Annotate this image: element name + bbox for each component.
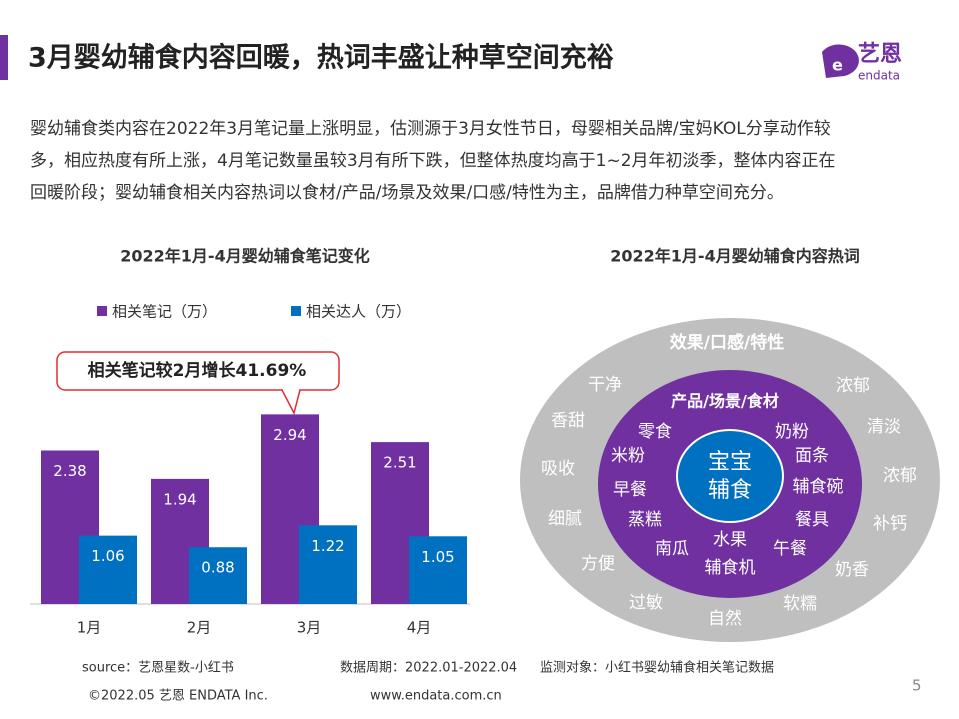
logo-mark: e bbox=[832, 56, 843, 75]
footer-source: source：艺恩星数-小红书 bbox=[82, 660, 234, 676]
page-number: 5 bbox=[912, 677, 922, 695]
outer-word: 软糯 bbox=[783, 594, 817, 614]
legend-label: 相关笔记（万） bbox=[112, 303, 217, 321]
x-tick-label: 4月 bbox=[407, 619, 432, 637]
inner-label: 产品/场景/食材 bbox=[671, 392, 779, 411]
outer-word: 补钙 bbox=[873, 514, 907, 534]
inner-word: 奶粉 bbox=[775, 422, 809, 442]
bar bbox=[79, 535, 137, 604]
value-label: 1.94 bbox=[163, 490, 196, 508]
title-bar bbox=[0, 35, 8, 80]
inner-word: 餐具 bbox=[795, 510, 829, 530]
x-tick-label: 2月 bbox=[187, 619, 212, 637]
logo-sub: endata bbox=[858, 69, 900, 83]
legend-swatch bbox=[97, 306, 107, 316]
outer-word: 自然 bbox=[708, 609, 742, 629]
paragraph-line: 婴幼辅食类内容在2022年3月笔记量上涨明显，估测源于3月女性节日，母婴相关品牌… bbox=[30, 119, 831, 139]
value-label: 2.38 bbox=[53, 462, 86, 480]
x-tick-label: 3月 bbox=[297, 619, 322, 637]
inner-word: 辅食碗 bbox=[793, 477, 844, 497]
inner-word: 水果 bbox=[713, 530, 747, 550]
legend-label: 相关达人（万） bbox=[306, 303, 411, 321]
inner-word: 蒸糕 bbox=[628, 510, 662, 530]
footer-target: 监测对象：小红书婴幼辅食相关笔记数据 bbox=[540, 660, 774, 676]
outer-word: 清淡 bbox=[867, 417, 901, 437]
slide-title: 3月婴幼辅食内容回暖，热词丰盛让种草空间充裕 bbox=[28, 42, 614, 74]
logo-icon bbox=[822, 44, 859, 78]
value-label: 1.05 bbox=[421, 548, 454, 566]
inner-word: 面条 bbox=[795, 446, 829, 466]
footer-url: www.endata.com.cn bbox=[370, 689, 502, 704]
outer-word: 浓郁 bbox=[883, 466, 917, 486]
outer-word: 细腻 bbox=[548, 509, 582, 529]
paragraph-line: 多，相应热度有所上涨，4月笔记数量虽较3月有所下跌，但整体热度均高于1~2月年初… bbox=[30, 151, 836, 171]
outer-word: 干净 bbox=[588, 375, 622, 395]
outer-word: 方便 bbox=[581, 554, 615, 574]
outer-word: 奶香 bbox=[835, 560, 869, 580]
bar bbox=[299, 525, 357, 604]
outer-word: 吸收 bbox=[541, 459, 575, 479]
inner-word: 辅食机 bbox=[705, 558, 756, 578]
inner-word: 南瓜 bbox=[655, 539, 689, 559]
callout-pointer bbox=[281, 389, 301, 416]
cloud-title: 2022年1月-4月婴幼辅食内容热词 bbox=[610, 247, 859, 266]
outer-label: 效果/口感/特性 bbox=[670, 332, 784, 353]
inner-word: 早餐 bbox=[613, 480, 647, 500]
chart-title: 2022年1月-4月婴幼辅食笔记变化 bbox=[120, 247, 369, 266]
center-circle bbox=[676, 429, 784, 523]
center-word: 宝宝 bbox=[708, 450, 752, 475]
x-tick-label: 1月 bbox=[77, 619, 102, 637]
value-label: 1.06 bbox=[91, 547, 124, 565]
callout-box bbox=[56, 351, 340, 391]
value-label: 1.22 bbox=[311, 537, 344, 555]
bar bbox=[189, 547, 247, 604]
outer-word: 过敏 bbox=[629, 593, 663, 613]
inner-word: 米粉 bbox=[611, 446, 645, 466]
inner-word: 午餐 bbox=[773, 539, 807, 559]
value-label: 2.51 bbox=[383, 454, 416, 472]
footer-period: 数据周期：2022.01-2022.04 bbox=[340, 661, 517, 676]
outer-word: 香甜 bbox=[551, 411, 585, 431]
value-label: 0.88 bbox=[201, 559, 234, 577]
center-word: 辅食 bbox=[708, 478, 752, 503]
callout-text: 相关笔记较2月增长41.69% bbox=[88, 360, 307, 381]
outer-word: 浓郁 bbox=[836, 376, 870, 396]
footer-copyright: ©2022.05 艺恩 ENDATA Inc. bbox=[88, 689, 268, 704]
inner-word: 零食 bbox=[638, 422, 672, 442]
paragraph-line: 回暖阶段；婴幼辅食相关内容热词以食材/产品/场景及效果/口感/特性为主，品牌借力… bbox=[30, 183, 784, 203]
legend-swatch bbox=[291, 306, 301, 316]
logo-text: 艺恩 bbox=[858, 41, 902, 67]
value-label: 2.94 bbox=[273, 426, 306, 444]
bar bbox=[409, 536, 467, 604]
